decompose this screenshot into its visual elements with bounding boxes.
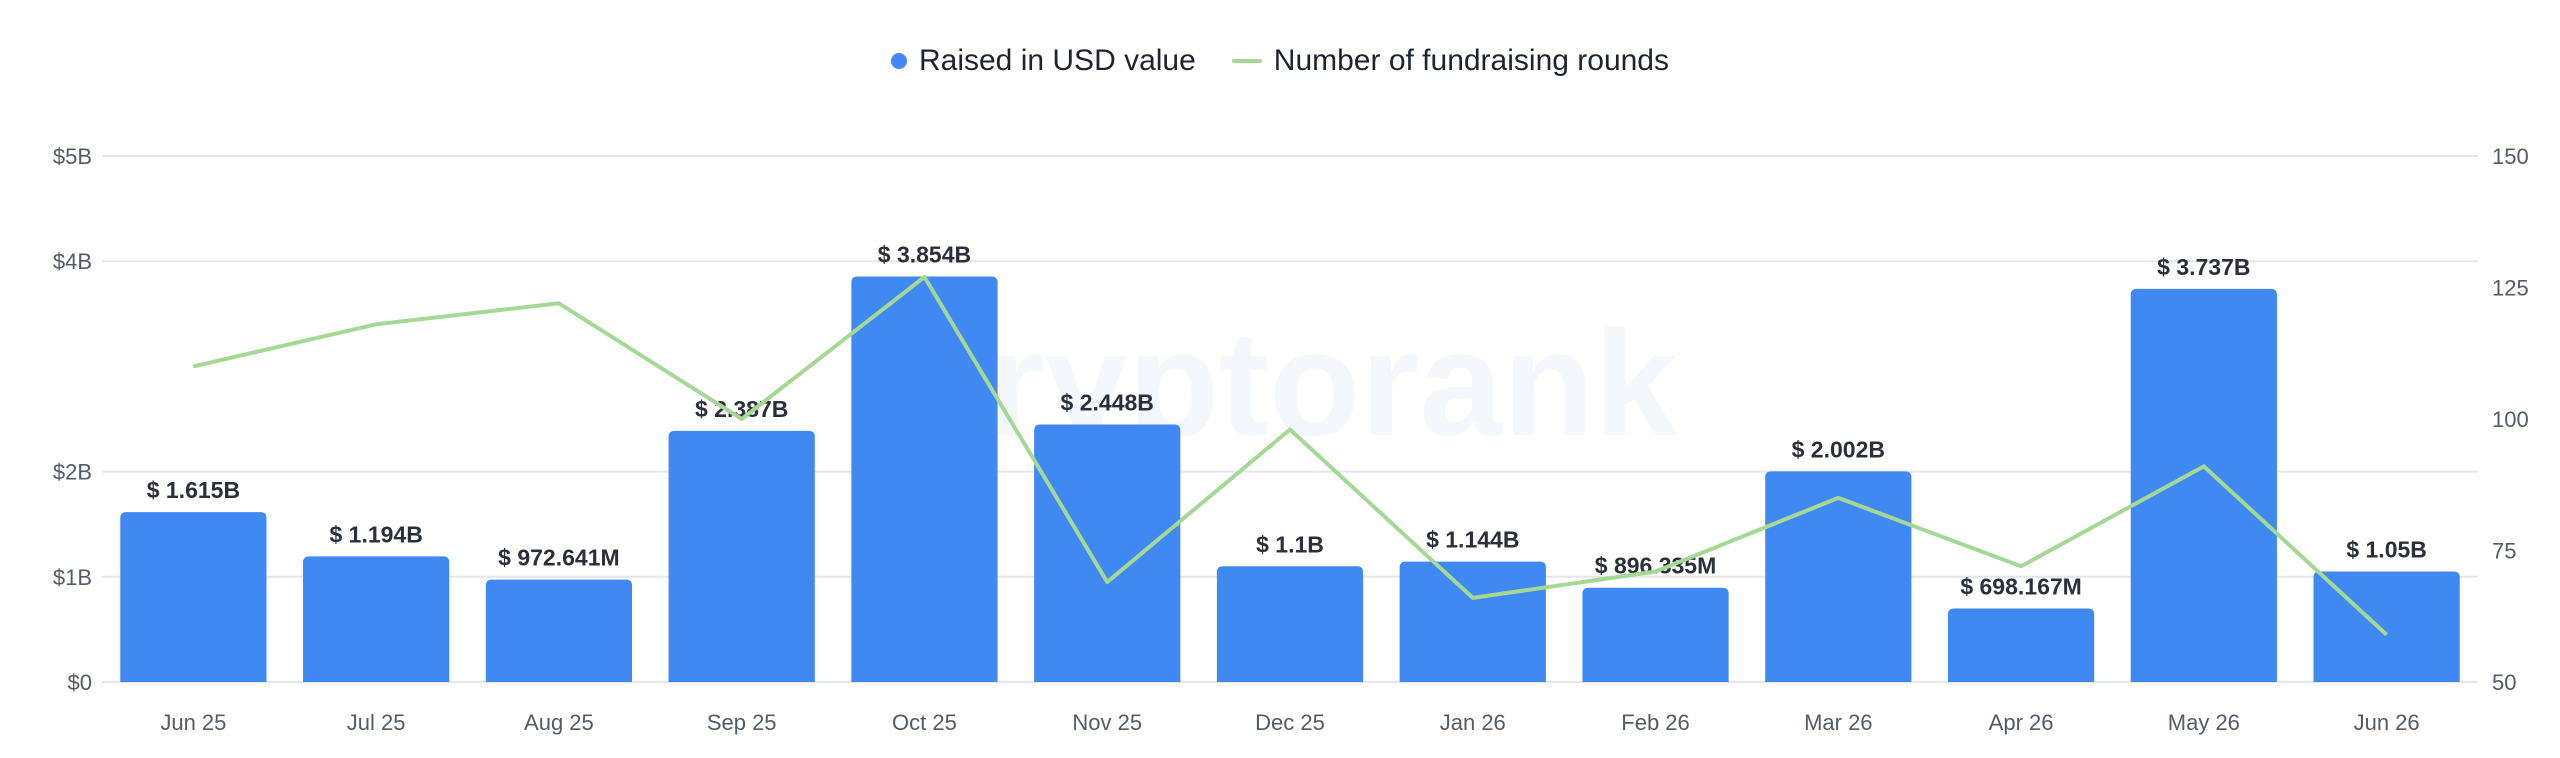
- bar: [1582, 587, 1729, 682]
- x-tick-label: Mar 26: [1804, 710, 1872, 735]
- x-tick-label: Oct 25: [892, 710, 957, 735]
- right-tick-label: 150: [2492, 144, 2529, 169]
- x-tick-label: Dec 25: [1255, 710, 1325, 735]
- x-tick-label: May 26: [2168, 710, 2240, 735]
- legend-label-rounds: Number of fundraising rounds: [1273, 44, 1669, 77]
- x-tick-label: Jun 25: [160, 710, 226, 735]
- bar: [1399, 561, 1546, 682]
- watermark-text: cryptorank: [902, 299, 1678, 467]
- bar-value-label: $ 3.854B: [878, 242, 971, 268]
- bar-value-label: $ 1.615B: [147, 477, 240, 503]
- bar: [1216, 566, 1364, 682]
- right-tick-label: 100: [2492, 407, 2529, 432]
- bar-value-label: $ 896.335M: [1595, 553, 1716, 579]
- x-tick-label: Apr 26: [1989, 710, 2054, 735]
- right-tick-label: 125: [2492, 276, 2529, 301]
- bar-value-label: $ 698.167M: [1960, 574, 2081, 600]
- legend-dot-icon: [890, 53, 907, 69]
- bar: [851, 276, 998, 682]
- left-tick-label: $2B: [53, 460, 92, 485]
- bar-value-label: $ 1.05B: [2346, 537, 2427, 563]
- legend: Raised in USD value Number of fundraisin…: [0, 44, 2560, 78]
- right-tick-label: 50: [2492, 670, 2516, 695]
- bar: [1947, 608, 2095, 682]
- bar: [485, 579, 633, 682]
- bar-value-label: $ 1.194B: [329, 521, 422, 547]
- bar-value-label: $ 972.641M: [498, 545, 619, 571]
- bar: [2130, 288, 2277, 682]
- bar: [1034, 424, 1181, 682]
- x-tick-label: Nov 25: [1072, 710, 1142, 735]
- legend-item-rounds[interactable]: Number of fundraising rounds: [1231, 44, 1669, 78]
- bar-value-label: $ 2.002B: [1792, 436, 1885, 462]
- bar-value-label: $ 1.144B: [1426, 527, 1519, 553]
- bar: [1765, 471, 1912, 682]
- bar: [303, 556, 450, 682]
- bar: [668, 430, 815, 682]
- x-tick-label: Sep 25: [707, 710, 777, 735]
- legend-item-raised[interactable]: Raised in USD value: [890, 44, 1196, 78]
- right-tick-label: 75: [2492, 539, 2516, 564]
- x-tick-label: Aug 25: [524, 710, 594, 735]
- left-tick-label: $5B: [53, 144, 92, 169]
- bar-value-label: $ 3.737B: [2157, 254, 2250, 280]
- legend-label-raised: Raised in USD value: [918, 44, 1196, 77]
- x-tick-label: Feb 26: [1621, 710, 1690, 735]
- x-tick-label: Jun 26: [2354, 710, 2420, 735]
- left-tick-label: $0: [68, 670, 92, 695]
- x-tick-label: Jan 26: [1440, 710, 1506, 735]
- left-tick-label: $1B: [53, 565, 92, 590]
- bar: [120, 512, 267, 682]
- x-tick-label: Jul 25: [347, 710, 406, 735]
- legend-line-icon: [1231, 59, 1262, 63]
- bar-value-label: $ 2.448B: [1061, 389, 1154, 415]
- bar-value-label: $ 1.1B: [1256, 531, 1324, 557]
- left-tick-label: $4B: [53, 249, 92, 274]
